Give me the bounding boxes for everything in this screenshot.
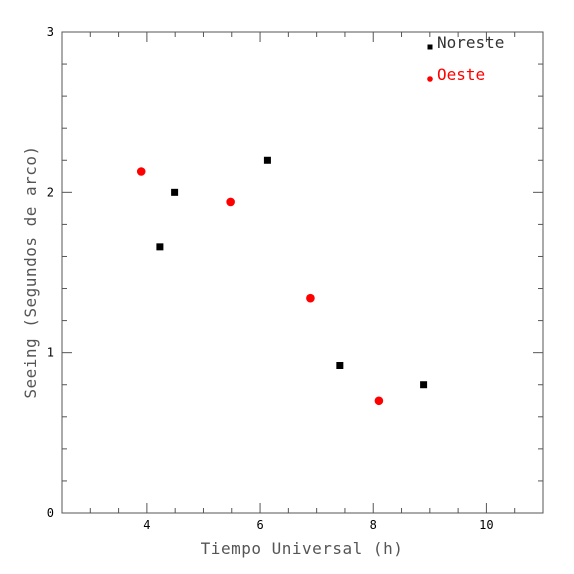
point-oeste — [306, 293, 315, 303]
point-noreste — [263, 156, 271, 164]
x-tick-label: 6 — [256, 518, 263, 532]
plot-frame — [61, 31, 544, 514]
point-oeste — [226, 197, 235, 207]
x-tick-label: 10 — [479, 518, 493, 532]
x-tick-labels: 4 6 8 10 — [143, 518, 493, 532]
point-noreste — [171, 188, 179, 196]
point-noreste — [336, 361, 344, 369]
x-tick-label: 4 — [143, 518, 150, 532]
x-tick-label: 8 — [370, 518, 377, 532]
legend-label-noreste: Noreste — [437, 33, 504, 52]
data-points — [136, 156, 428, 406]
point-oeste — [136, 167, 146, 176]
point-oeste — [374, 396, 384, 406]
y-tick-label: 3 — [47, 25, 54, 39]
legend-label-oeste: Oeste — [437, 65, 485, 84]
legend-marker-noreste — [427, 44, 433, 50]
y-tick-label: 1 — [47, 346, 54, 360]
x-axis-title: Tiempo Universal (h) — [201, 539, 404, 558]
minor-ticks — [61, 32, 544, 513]
y-tick-label: 2 — [47, 185, 54, 199]
legend: Noreste Oeste — [427, 33, 504, 84]
y-axis-title: Seeing (Segundos de arco) — [21, 145, 40, 398]
major-ticks — [62, 31, 543, 514]
y-tick-labels: 0 1 2 3 — [47, 25, 54, 520]
point-noreste — [420, 381, 428, 389]
y-tick-label: 0 — [47, 506, 54, 520]
legend-marker-oeste — [427, 76, 433, 82]
point-noreste — [156, 243, 164, 251]
